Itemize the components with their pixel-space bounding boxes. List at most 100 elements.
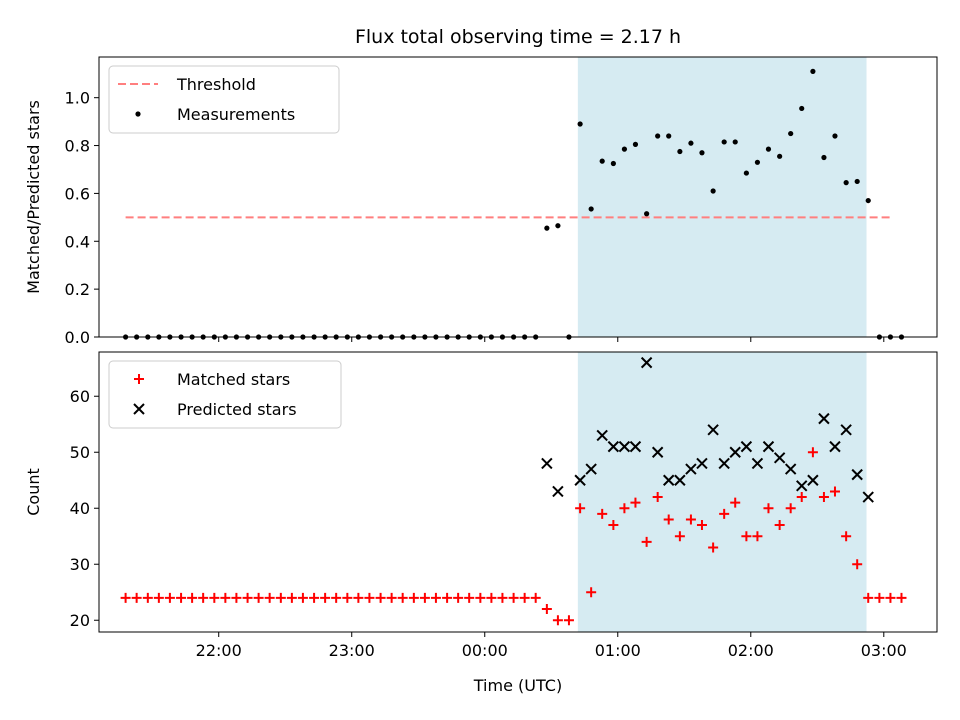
matched-star-point: [164, 592, 175, 603]
matched-star-point: [364, 592, 375, 603]
measurement-point: [732, 139, 738, 145]
predicted-star-point: [718, 457, 730, 470]
x-tick-label: 03:00: [861, 641, 907, 660]
measurement-point: [599, 158, 605, 164]
predicted-star-point: [707, 424, 719, 436]
matched-star-point: [552, 615, 563, 626]
predicted-star-point: [662, 474, 675, 486]
legend: Threshold Measurements: [108, 65, 340, 134]
predicted-star-point: [762, 440, 775, 453]
measurement-point: [688, 140, 694, 146]
matched-star-point: [563, 615, 574, 626]
matched-star-point: [807, 447, 818, 458]
y-tick-label: 50: [70, 443, 90, 462]
matched-star-point: [198, 592, 209, 603]
y-tick-label: 0.8: [65, 137, 90, 156]
measurement-point: [632, 141, 639, 147]
measurement-point: [799, 105, 805, 112]
measurement-point: [544, 225, 550, 231]
measurement-point: [754, 159, 761, 165]
matched-star-point: [763, 503, 774, 514]
measurement-point: [843, 180, 849, 186]
y-tick-label: 0.6: [65, 184, 90, 203]
measurement-point: [555, 223, 561, 229]
matched-star-point: [153, 592, 164, 603]
matched-star-point: [497, 592, 508, 603]
matched-star-point: [619, 503, 630, 514]
legend-measurements-label: Measurements: [177, 105, 295, 124]
matched-star-point: [597, 508, 608, 519]
y-tick-label: 20: [70, 611, 90, 630]
measurement-point: [621, 146, 628, 152]
matched-star-point: [286, 592, 297, 603]
predicted-star-point: [818, 412, 830, 425]
matched-star-point: [752, 531, 763, 542]
y-tick-label: 1.0: [65, 89, 90, 108]
matched-star-point: [397, 592, 408, 603]
observing-interval-shade: [577, 57, 867, 337]
measurement-point: [821, 154, 827, 161]
y-tick-label: 0.4: [65, 232, 90, 251]
matched-star-point: [774, 520, 785, 531]
measurement-point: [765, 146, 772, 152]
matched-star-point: [430, 592, 441, 603]
matched-star-point: [652, 492, 663, 503]
matched-star-point: [187, 592, 198, 603]
measurement-point: [777, 153, 783, 159]
matched-star-point: [275, 592, 286, 603]
predicted-star-point: [862, 491, 874, 503]
predicted-star-point: [851, 468, 863, 481]
y-tick-label: 40: [70, 499, 90, 518]
predicted-star-point: [685, 463, 697, 475]
matched-star-point: [663, 514, 674, 525]
matched-star-point: [297, 592, 308, 603]
matched-star-point: [386, 592, 397, 603]
matched-star-point: [442, 592, 453, 603]
matched-star-point: [863, 592, 874, 603]
predicted-star-point: [585, 463, 597, 475]
matched-star-point: [176, 592, 187, 603]
matched-star-point: [575, 503, 586, 514]
predicted-star-point: [574, 474, 586, 486]
matched-star-point: [685, 514, 696, 525]
measurement-point: [788, 130, 794, 137]
x-tick-label: 02:00: [728, 641, 774, 660]
chart-title: Flux total observing time = 2.17 h: [355, 26, 681, 48]
matched-star-point: [741, 531, 752, 542]
x-axis-label: Time (UTC): [473, 676, 562, 695]
matched-star-point: [353, 592, 364, 603]
legend-matched-marker: [134, 374, 144, 384]
matched-star-point: [641, 536, 652, 547]
matched-star-point: [508, 592, 519, 603]
axes-frame: [98, 351, 938, 633]
matched-star-point: [131, 592, 142, 603]
matched-star-point: [453, 592, 464, 603]
matched-star-point: [608, 520, 619, 531]
matched-star-point: [541, 604, 552, 615]
legend-measurements-marker: [135, 111, 141, 117]
predicted-star-point: [729, 446, 741, 458]
predicted-star-point: [829, 440, 841, 453]
legend-box: [108, 360, 342, 429]
matched-star-point: [209, 592, 220, 603]
matched-star-point: [730, 497, 741, 508]
legend-threshold-label: Threshold: [176, 75, 256, 94]
predicted-star-point: [840, 424, 852, 436]
matched-star-point: [818, 492, 829, 503]
predicted-star-point: [784, 463, 797, 475]
matched-star-point: [419, 592, 430, 603]
matched-star-point: [829, 486, 840, 497]
matched-star-point: [231, 592, 242, 603]
matched-star-point: [530, 592, 541, 603]
predicted-star-point: [651, 446, 664, 458]
measurement-point: [655, 133, 661, 139]
y-tick-label: 30: [70, 555, 90, 574]
y-axis-label: Count: [24, 468, 43, 516]
predicted-star-point: [773, 452, 786, 464]
matched-star-point: [630, 497, 641, 508]
legend-matched-label: Matched stars: [177, 370, 290, 389]
legend: Matched stars Predicted stars: [108, 360, 342, 429]
y-axis-label: Matched/Predicted stars: [24, 100, 43, 294]
measurement-point: [721, 139, 727, 145]
predicted-star-point: [618, 440, 631, 453]
